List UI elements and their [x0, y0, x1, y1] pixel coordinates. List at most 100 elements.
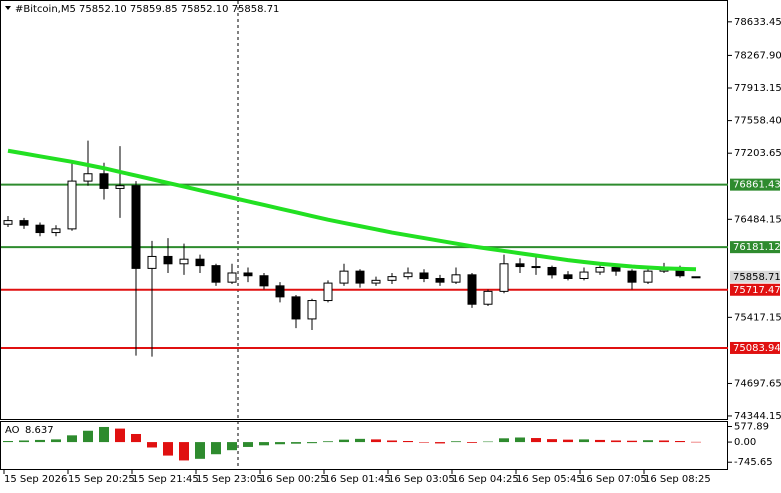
ao-bar [35, 439, 45, 443]
candle-body [243, 272, 253, 277]
candle-body [291, 296, 301, 320]
candle-body [691, 276, 701, 279]
y-tick-label: 77203.65 [734, 148, 781, 159]
ao-bar [115, 428, 125, 443]
ao-bar [19, 440, 29, 443]
candle-body [307, 300, 317, 320]
ao-bar [419, 442, 429, 443]
main-frame [0, 0, 728, 420]
ao-bar [355, 438, 365, 443]
ao-bar [579, 439, 589, 443]
ao-frame [0, 421, 728, 470]
x-tick-label: 16 Sep 07:05 [580, 474, 647, 485]
ao-bar [51, 439, 61, 443]
ao-bar [643, 440, 653, 443]
y-tick-label: 75417.15 [734, 312, 781, 323]
ao-bar [291, 442, 301, 444]
x-tick-label: 15 Sep 2026 [4, 474, 67, 485]
ao-bar [83, 430, 93, 443]
ao-title: AO [5, 425, 20, 436]
level-tag [730, 178, 780, 191]
ao-tick-label: 0.00 [734, 437, 756, 448]
level-tag [730, 283, 780, 296]
ao-bar [435, 442, 445, 444]
ao-bar [627, 440, 637, 443]
candle-body [67, 180, 77, 230]
candle-body [403, 272, 413, 278]
ao-bar [483, 441, 493, 443]
ao-bar [515, 437, 525, 443]
x-tick-label: 16 Sep 08:25 [644, 474, 711, 485]
candle-body [499, 263, 509, 292]
ao-bar [243, 442, 253, 447]
ao-bar [387, 440, 397, 443]
candle-body [419, 272, 429, 279]
candle-body [227, 272, 237, 283]
candle-body [371, 279, 381, 284]
candle-body [3, 220, 13, 225]
candle-body [163, 255, 173, 265]
ao-bar [675, 441, 685, 443]
price-label: 75858.71 [733, 272, 781, 283]
ao-bar [131, 433, 141, 443]
candle-body [19, 220, 29, 226]
ao-bar [531, 438, 541, 443]
candle-body [115, 185, 125, 189]
ao-bar [179, 442, 189, 461]
candle-body [179, 258, 189, 265]
x-tick-label: 15 Sep 20:25 [68, 474, 135, 485]
price-tag [730, 270, 780, 283]
ao-bar [499, 438, 509, 443]
ao-bar [467, 442, 477, 443]
candle-body [531, 266, 541, 269]
candle-body [131, 185, 141, 269]
chart-title: #Bitcoin,M5 75852.10 75859.85 75852.10 7… [15, 4, 279, 15]
candle-body [323, 282, 333, 302]
candle-body [435, 277, 445, 283]
y-tick-label: 78633.45 [734, 17, 781, 28]
candle-body [467, 274, 477, 305]
ao-bar [195, 442, 205, 459]
x-tick-label: 15 Sep 23:05 [196, 474, 263, 485]
ao-bar [67, 435, 77, 443]
level-tag [730, 241, 780, 254]
y-tick-label: 76484.15 [734, 214, 781, 225]
level-label: 76181.12 [733, 242, 781, 253]
candle-body [547, 266, 557, 276]
ao-bar [323, 441, 333, 443]
level-label: 75083.94 [733, 343, 781, 354]
y-tick-label: 74697.65 [734, 378, 781, 389]
ao-bar [3, 441, 13, 443]
ao-bar [163, 442, 173, 456]
menu-arrow [5, 6, 11, 10]
x-tick-label: 16 Sep 04:25 [452, 474, 519, 485]
ao-bar [563, 439, 573, 443]
ao-tick-label: -745.65 [734, 457, 773, 468]
ao-value: 8.637 [25, 425, 54, 436]
candle-body [451, 274, 461, 283]
x-tick-label: 16 Sep 01:45 [324, 474, 391, 485]
x-tick-label: 16 Sep 05:45 [516, 474, 583, 485]
ao-tick-label: 577.89 [734, 421, 769, 432]
candle-body [275, 285, 285, 298]
candle-body [259, 275, 269, 287]
candle-body [387, 276, 397, 281]
ao-bar [659, 440, 669, 443]
candle-body [147, 255, 157, 269]
candle-body [627, 270, 637, 283]
candle-body [515, 263, 525, 268]
candle-body [611, 266, 621, 272]
ao-bar [211, 442, 221, 455]
candle-body [579, 271, 589, 279]
x-tick-label: 16 Sep 03:05 [388, 474, 455, 485]
ao-bar [227, 442, 237, 451]
candle-body [355, 270, 365, 284]
candle-body [35, 224, 45, 234]
x-tick-label: 15 Sep 21:45 [132, 474, 199, 485]
y-tick-label: 77558.40 [734, 116, 781, 127]
ao-bar [259, 442, 269, 446]
ao-bar [339, 439, 349, 443]
candle-body [211, 265, 221, 283]
candle-body [643, 270, 653, 283]
